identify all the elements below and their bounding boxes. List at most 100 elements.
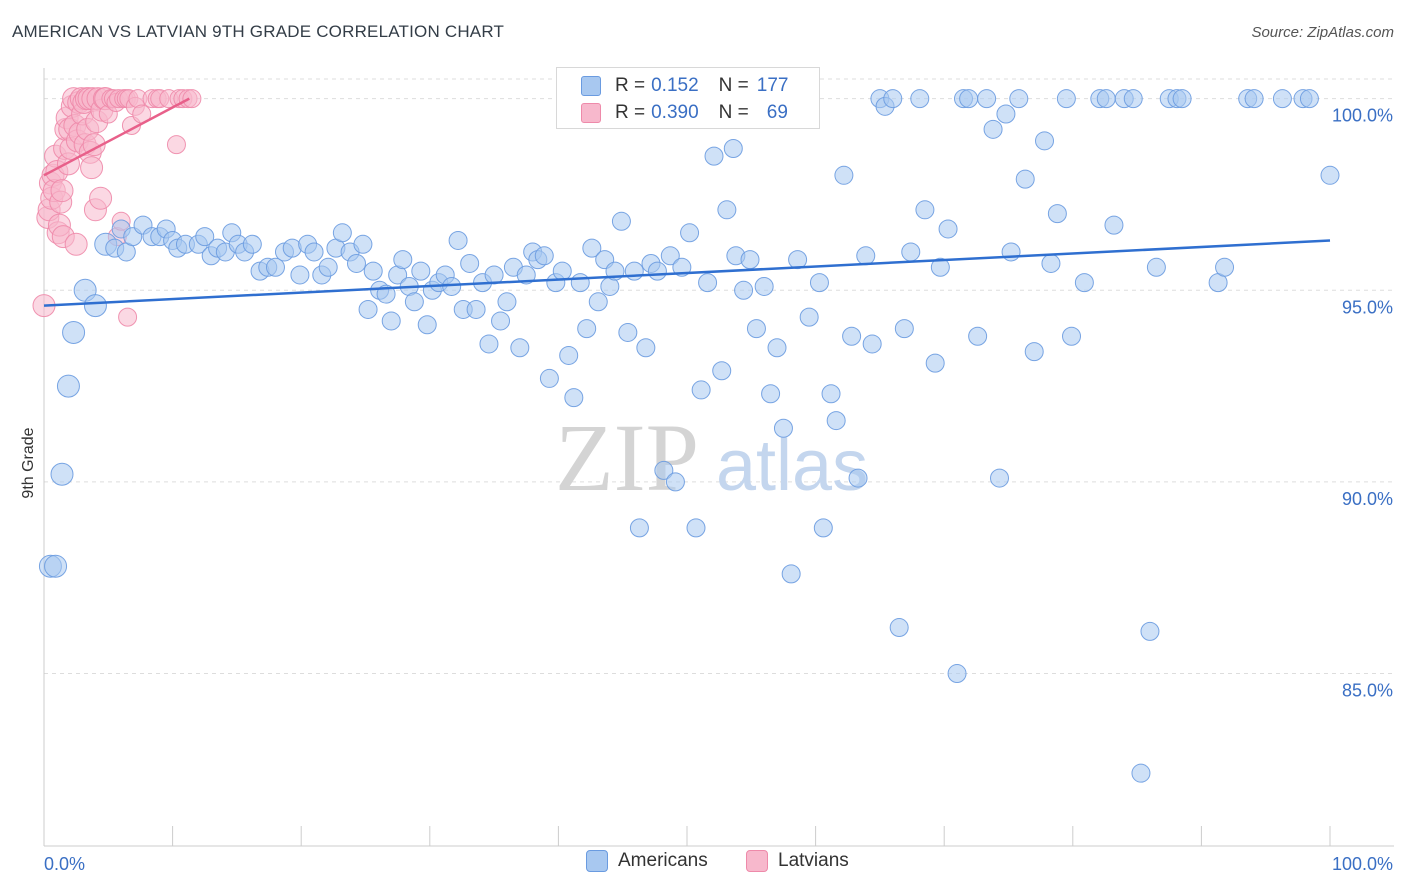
americans-point <box>618 322 638 342</box>
americans-point <box>901 242 921 262</box>
americans-point <box>195 227 215 247</box>
americans-point <box>894 319 914 339</box>
americans-point <box>466 299 486 319</box>
americans-point <box>672 257 692 277</box>
americans-point <box>983 119 1003 139</box>
latvians-trend-line <box>43 97 190 177</box>
americans-point <box>930 257 950 277</box>
americans-point <box>910 89 930 109</box>
americans-point <box>862 334 882 354</box>
americans-point <box>889 618 909 638</box>
americans-point <box>242 234 262 254</box>
americans-point <box>318 257 338 277</box>
latvians-point <box>118 307 138 327</box>
americans-point <box>842 326 862 346</box>
americans-point <box>968 326 988 346</box>
americans-point <box>1047 204 1067 224</box>
americans-point <box>665 472 685 492</box>
latvians-point <box>50 179 74 203</box>
americans-point <box>915 200 935 220</box>
latvians-point <box>182 89 202 109</box>
latvians-r-label: R = <box>615 102 646 123</box>
americans-point <box>734 280 754 300</box>
stats-legend: R = 0.152 N = 177 R = 0.390 N = 69 <box>556 67 820 129</box>
americans-point <box>516 265 536 285</box>
americans-point <box>56 374 80 398</box>
americans-point <box>977 89 997 109</box>
americans-n-value: 177 <box>756 75 789 96</box>
americans-point <box>62 320 86 344</box>
watermark-atlas: atlas <box>716 426 868 506</box>
latvians-point <box>64 232 88 256</box>
americans-point <box>883 89 903 109</box>
y-tick-label: 95.0% <box>1342 297 1393 317</box>
americans-swatch <box>581 76 601 96</box>
americans-r-value: 0.152 <box>651 75 699 96</box>
stats-row-americans: R = 0.152 N = 177 <box>581 73 789 99</box>
americans-point <box>1320 165 1340 185</box>
americans-point <box>358 299 378 319</box>
americans-point <box>577 319 597 339</box>
americans-point <box>479 334 499 354</box>
americans-point <box>947 664 967 684</box>
americans-point <box>856 246 876 266</box>
americans-point <box>1009 89 1029 109</box>
americans-point <box>393 250 413 270</box>
americans-point <box>959 89 979 109</box>
americans-point <box>799 307 819 327</box>
latvians-r-value: 0.390 <box>651 102 699 123</box>
americans-trend-line <box>43 239 1331 307</box>
americans-point <box>1024 342 1044 362</box>
americans-point <box>629 518 649 538</box>
y-tick-label: 85.0% <box>1342 681 1393 701</box>
americans-point <box>50 462 74 486</box>
americans-point <box>754 276 774 296</box>
americans-point <box>691 380 711 400</box>
americans-point <box>826 411 846 431</box>
americans-point <box>834 165 854 185</box>
americans-point <box>704 146 724 166</box>
americans-point <box>332 223 352 243</box>
americans-point <box>1041 253 1061 273</box>
legend-label-latvians: Latvians <box>778 850 849 871</box>
americans-point <box>996 104 1016 124</box>
americans-point <box>660 246 680 266</box>
americans-point <box>647 261 667 281</box>
y-tick-label: 100.0% <box>1332 106 1393 126</box>
americans-point <box>746 319 766 339</box>
legend-label-americans: Americans <box>618 850 708 871</box>
americans-point <box>1272 89 1292 109</box>
americans-point <box>539 368 559 388</box>
americans-point <box>1244 89 1264 109</box>
americans-point <box>1299 89 1319 109</box>
americans-point <box>265 257 285 277</box>
americans-point <box>1172 89 1192 109</box>
americans-point <box>989 468 1009 488</box>
americans-point <box>497 292 517 312</box>
americans-point <box>1074 273 1094 293</box>
americans-point <box>491 311 511 331</box>
trend-lines <box>43 97 1331 307</box>
americans-points <box>38 89 1340 783</box>
americans-point <box>938 219 958 239</box>
americans-point <box>1001 242 1021 262</box>
legend-item-latvians[interactable]: Latvians <box>746 850 849 872</box>
source-label: Source: ZipAtlas.com <box>1251 24 1394 41</box>
americans-point <box>559 345 579 365</box>
americans-point <box>611 211 631 231</box>
latvians-legend-swatch <box>746 850 768 872</box>
americans-point <box>411 261 431 281</box>
series-legend: Americans Latvians <box>0 850 1406 880</box>
legend-item-americans[interactable]: Americans <box>586 850 708 872</box>
latvians-point <box>80 156 104 180</box>
americans-point <box>686 518 706 538</box>
americans-point <box>44 554 68 578</box>
latvians-swatch <box>581 103 601 123</box>
americans-point <box>654 460 674 480</box>
americans-point <box>761 384 781 404</box>
americans-point <box>1056 89 1076 109</box>
americans-point <box>723 138 743 158</box>
x-tick-label: 0.0% <box>44 854 85 874</box>
americans-point <box>698 273 718 293</box>
americans-point <box>1104 215 1124 235</box>
